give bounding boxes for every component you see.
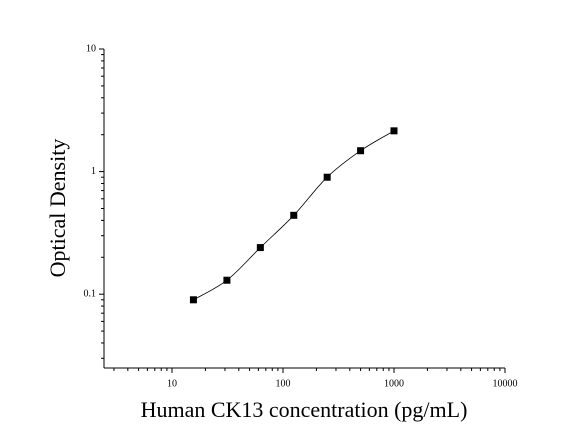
- x-tick-label: 1000: [384, 378, 404, 389]
- y-tick-label: 1: [91, 166, 96, 177]
- y-tick-label: 0.1: [84, 288, 97, 299]
- x-tick-label: 10000: [493, 378, 518, 389]
- x-tick-label: 100: [275, 378, 290, 389]
- data-point: [223, 276, 231, 284]
- data-point: [390, 127, 398, 135]
- x-tick-label: 10: [167, 378, 177, 389]
- data-point: [189, 296, 197, 304]
- x-axis-title: Human CK13 concentration (pg/mL): [141, 397, 468, 422]
- data-point: [323, 173, 331, 181]
- data-point: [256, 244, 264, 252]
- data-point: [357, 147, 365, 155]
- y-tick-label: 10: [86, 43, 96, 54]
- data-point: [290, 211, 298, 219]
- y-axis-title: Optical Density: [45, 139, 70, 278]
